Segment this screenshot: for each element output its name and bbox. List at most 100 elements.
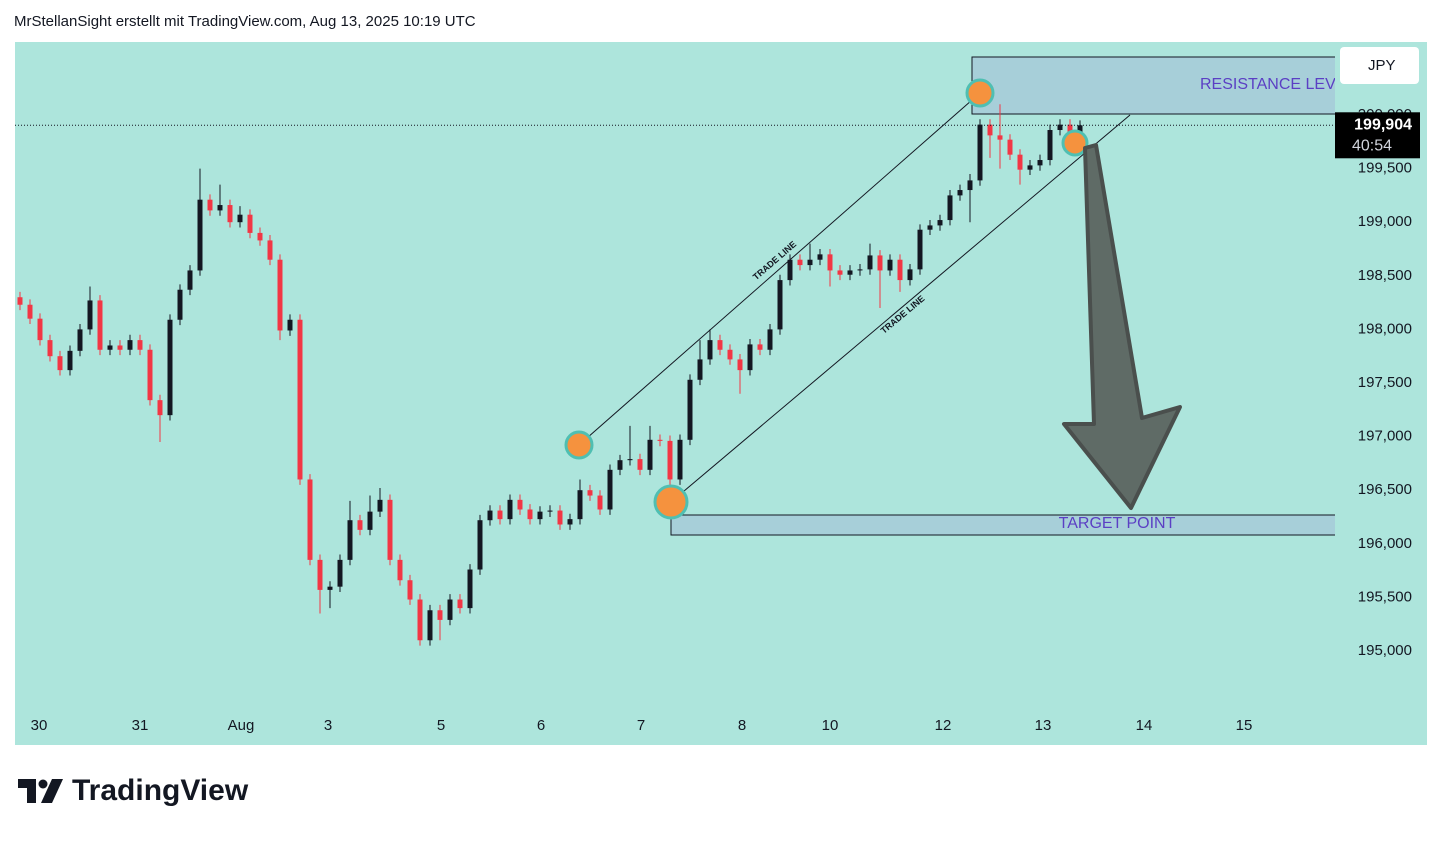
target-label: TARGET POINT [1059, 515, 1176, 532]
candle-body [467, 569, 473, 609]
y-tick-label: 198,000 [1358, 320, 1412, 337]
candle-body [747, 344, 753, 371]
candle-body [577, 490, 583, 520]
candle-body [1037, 160, 1043, 166]
candle-body [1067, 124, 1073, 136]
candle-body [207, 199, 213, 211]
x-tick-label: 12 [935, 717, 952, 734]
candle-body [367, 511, 373, 530]
candle-body [127, 340, 133, 350]
candle-body [887, 259, 893, 271]
y-tick-label: 196,500 [1358, 481, 1412, 498]
candle-body [587, 490, 593, 496]
y-tick-label: 196,000 [1358, 535, 1412, 552]
candle-body [77, 329, 83, 351]
candle-body [377, 499, 383, 512]
candle-body [847, 270, 853, 275]
candle-body [927, 225, 933, 230]
candle-body [57, 356, 63, 371]
candle-body [727, 349, 733, 360]
candle-body [637, 459, 643, 470]
candle-body [27, 304, 33, 319]
candle-body [977, 124, 983, 181]
candle-body [537, 511, 543, 520]
candle-body [477, 520, 483, 570]
candle-body [797, 259, 803, 266]
candle-body [827, 254, 833, 271]
candle-body [497, 510, 503, 520]
chart-background [15, 42, 1427, 745]
y-tick-label: 198,500 [1358, 267, 1412, 284]
candle-body [457, 599, 463, 609]
candle-body [357, 520, 363, 530]
footer-logo: TradingView [72, 774, 249, 807]
candle-body [427, 610, 433, 641]
candle-body [517, 499, 523, 510]
candle-body [37, 318, 43, 341]
candle-body [1077, 125, 1083, 136]
countdown-label: 40:54 [1352, 138, 1392, 155]
candle-body [417, 599, 423, 641]
candle-body [347, 520, 353, 560]
candle-body [1007, 139, 1013, 155]
candle-body [297, 319, 303, 480]
candle-body [487, 510, 493, 521]
x-tick-label: 5 [437, 717, 445, 734]
resistance-zone [971, 56, 1335, 115]
candle-body [337, 559, 343, 587]
candle-body [97, 300, 103, 350]
candle-body [277, 259, 283, 331]
candle-body [557, 510, 563, 525]
last-price-box [1335, 112, 1420, 159]
candle-body [447, 599, 453, 620]
x-tick-label: 6 [537, 717, 545, 734]
y-tick-label: 195,500 [1358, 588, 1412, 605]
candle-body [957, 190, 963, 196]
candle-body [87, 300, 93, 330]
candle-body [187, 270, 193, 290]
candle-body [47, 340, 53, 357]
candle-body [1017, 154, 1023, 170]
candle-body [437, 610, 443, 620]
logo-icon [41, 779, 63, 803]
candle-body [407, 580, 413, 600]
candle-body [227, 205, 233, 223]
candle-body [697, 359, 703, 380]
candle-body [237, 214, 243, 223]
x-tick-label: 8 [738, 717, 746, 734]
candle-body [217, 205, 223, 211]
candle-body [787, 259, 793, 281]
candle-body [197, 199, 203, 271]
x-tick-label: 15 [1236, 717, 1253, 734]
candle-body [777, 280, 783, 330]
candle-body [157, 400, 163, 416]
candle-body [657, 439, 663, 441]
x-tick-label: 10 [822, 717, 839, 734]
candle-body [507, 499, 513, 520]
y-tick-label: 195,000 [1358, 642, 1412, 659]
candle-body [387, 499, 393, 560]
candle-body [857, 269, 863, 271]
candle-body [567, 519, 573, 525]
candle-body [807, 259, 813, 266]
candle-body [1027, 165, 1033, 170]
resistance-label: RESISTANCE LEVEL [1200, 76, 1355, 93]
candle-body [967, 180, 973, 191]
candle-body [67, 350, 73, 371]
currency-button[interactable] [1340, 47, 1419, 84]
candle-body [607, 469, 613, 510]
pivot-marker [1061, 129, 1089, 157]
candle-body [107, 345, 113, 350]
candle-body [267, 240, 273, 260]
candle-body [137, 340, 143, 350]
candle-body [147, 349, 153, 401]
y-tick-label: 199,500 [1358, 160, 1412, 177]
header: MrStellanSight erstellt mit TradingView.… [14, 13, 476, 30]
trade-line [670, 114, 1131, 503]
candle-body [247, 214, 253, 233]
x-tick-label: 30 [31, 717, 48, 734]
pivot-marker [965, 78, 995, 108]
pivot-marker [564, 430, 594, 460]
